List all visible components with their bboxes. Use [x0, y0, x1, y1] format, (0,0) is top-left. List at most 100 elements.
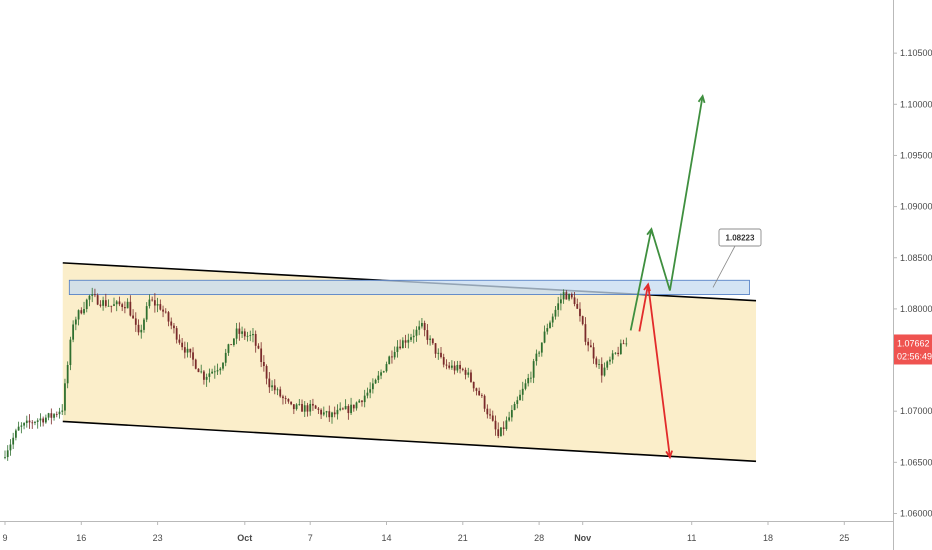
- candlestick[interactable]: [53, 412, 55, 421]
- candlestick[interactable]: [238, 322, 241, 341]
- candlestick[interactable]: [448, 362, 451, 370]
- candlestick[interactable]: [401, 337, 404, 349]
- candlestick[interactable]: [565, 290, 568, 300]
- candlestick[interactable]: [437, 348, 440, 360]
- candlestick[interactable]: [243, 328, 246, 340]
- candlestick[interactable]: [216, 363, 219, 376]
- candlestick[interactable]: [181, 337, 184, 351]
- candlestick[interactable]: [298, 399, 301, 406]
- candlestick[interactable]: [44, 414, 47, 424]
- candlestick[interactable]: [453, 361, 456, 375]
- candlestick[interactable]: [516, 396, 519, 409]
- candlestick[interactable]: [132, 309, 134, 319]
- candlestick[interactable]: [377, 370, 380, 383]
- candlestick[interactable]: [570, 292, 573, 300]
- candlestick[interactable]: [581, 315, 584, 326]
- candlestick[interactable]: [339, 402, 342, 412]
- candlestick[interactable]: [303, 401, 306, 418]
- candlestick[interactable]: [6, 445, 9, 461]
- candlestick[interactable]: [83, 301, 85, 315]
- candlestick[interactable]: [194, 358, 197, 370]
- candlestick[interactable]: [333, 406, 336, 418]
- candlestick[interactable]: [153, 293, 156, 313]
- candlestick[interactable]: [472, 381, 475, 392]
- candlestick[interactable]: [497, 422, 500, 439]
- candlestick[interactable]: [284, 395, 287, 404]
- candlestick[interactable]: [322, 406, 325, 417]
- candlestick[interactable]: [145, 302, 148, 323]
- candlestick[interactable]: [361, 399, 363, 407]
- candlestick[interactable]: [562, 289, 565, 304]
- candlestick[interactable]: [175, 326, 178, 344]
- candlestick[interactable]: [510, 405, 513, 422]
- candlestick[interactable]: [549, 320, 551, 329]
- candlestick[interactable]: [557, 296, 560, 317]
- candlestick[interactable]: [183, 341, 186, 359]
- candlestick[interactable]: [205, 373, 208, 387]
- candlestick[interactable]: [366, 387, 369, 399]
- candlestick[interactable]: [252, 327, 254, 343]
- candlestick[interactable]: [598, 359, 600, 370]
- candlestick[interactable]: [77, 309, 80, 326]
- candlestick[interactable]: [407, 333, 410, 349]
- candlestick[interactable]: [625, 337, 628, 347]
- candlestick[interactable]: [521, 381, 524, 401]
- candlestick[interactable]: [268, 372, 271, 393]
- current-price-badge[interactable]: [894, 334, 932, 365]
- candlestick[interactable]: [622, 339, 625, 345]
- candlestick[interactable]: [129, 295, 132, 317]
- candlestick[interactable]: [39, 413, 42, 427]
- candlestick[interactable]: [483, 394, 486, 412]
- candlestick[interactable]: [262, 355, 265, 372]
- candlestick[interactable]: [69, 336, 72, 371]
- candlestick[interactable]: [568, 293, 570, 302]
- candlestick[interactable]: [85, 298, 88, 313]
- candlestick[interactable]: [271, 380, 273, 392]
- candlestick[interactable]: [282, 394, 284, 405]
- candlestick[interactable]: [491, 410, 494, 422]
- candlestick[interactable]: [434, 343, 437, 358]
- candlestick[interactable]: [115, 300, 118, 312]
- candlestick[interactable]: [290, 401, 293, 406]
- candlestick[interactable]: [440, 347, 442, 359]
- candlestick[interactable]: [328, 405, 331, 422]
- candlestick[interactable]: [500, 427, 502, 437]
- candlestick[interactable]: [156, 297, 159, 313]
- candlestick[interactable]: [94, 288, 96, 298]
- candlestick[interactable]: [197, 368, 200, 373]
- candlestick[interactable]: [230, 344, 233, 346]
- candlestick[interactable]: [126, 298, 129, 309]
- candlestick[interactable]: [467, 367, 470, 378]
- candlestick[interactable]: [388, 355, 391, 365]
- candlestick[interactable]: [241, 326, 243, 338]
- candlestick[interactable]: [134, 312, 137, 332]
- candlestick[interactable]: [412, 329, 415, 344]
- candlestick[interactable]: [167, 311, 170, 327]
- channel-lower-line[interactable]: [62, 420, 757, 463]
- candlestick[interactable]: [170, 317, 173, 330]
- candlestick[interactable]: [34, 420, 36, 426]
- candlestick[interactable]: [47, 412, 50, 421]
- candlestick[interactable]: [143, 317, 145, 333]
- candlestick[interactable]: [102, 296, 104, 311]
- candlestick[interactable]: [113, 297, 115, 307]
- candlestick[interactable]: [524, 379, 527, 391]
- candlestick[interactable]: [385, 361, 388, 373]
- candlestick[interactable]: [186, 342, 189, 358]
- candlestick[interactable]: [64, 378, 66, 416]
- candlestick[interactable]: [331, 411, 333, 424]
- candlestick[interactable]: [227, 343, 230, 356]
- candlestick[interactable]: [36, 418, 39, 429]
- candlestick[interactable]: [480, 393, 483, 398]
- candlestick[interactable]: [587, 338, 590, 352]
- candlestick[interactable]: [66, 361, 69, 389]
- candlestick[interactable]: [589, 339, 592, 348]
- bullish-projection[interactable]: [629, 95, 704, 331]
- candlestick[interactable]: [347, 404, 350, 420]
- candlestick[interactable]: [532, 358, 535, 384]
- candlestick[interactable]: [317, 406, 320, 414]
- candlestick[interactable]: [513, 401, 516, 411]
- candlestick[interactable]: [442, 353, 445, 368]
- candlestick[interactable]: [600, 357, 603, 383]
